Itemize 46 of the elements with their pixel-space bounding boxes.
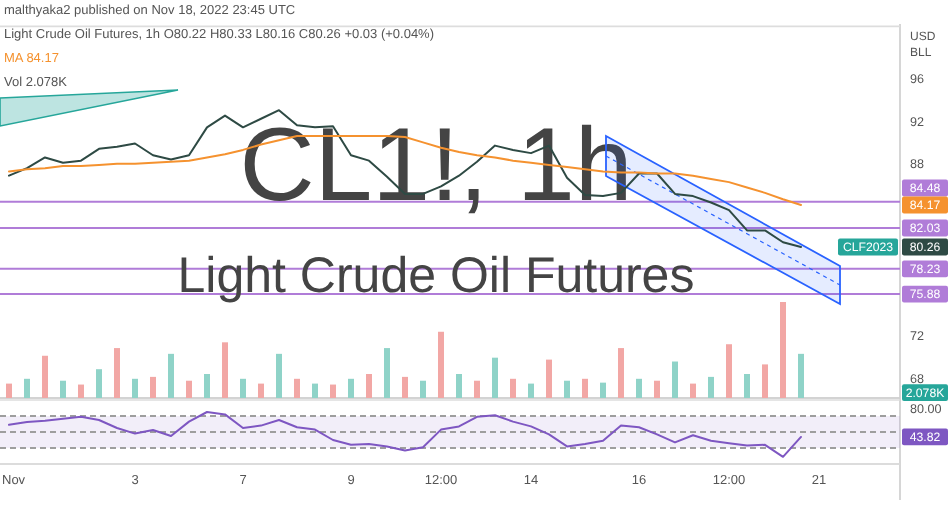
bar	[654, 380, 660, 398]
bar	[438, 331, 444, 398]
bar	[330, 384, 336, 398]
bar	[186, 380, 192, 398]
bar	[726, 344, 732, 398]
bar	[672, 361, 678, 398]
bar	[690, 383, 696, 398]
bar	[294, 378, 300, 398]
bar	[168, 353, 174, 398]
bar	[384, 348, 390, 398]
bar	[762, 364, 768, 398]
bar	[420, 380, 426, 398]
bar	[582, 378, 588, 398]
bar	[348, 378, 354, 398]
bar	[60, 380, 66, 398]
bar	[240, 378, 246, 398]
bar	[6, 383, 12, 398]
bar	[312, 383, 318, 398]
bar	[366, 374, 372, 398]
bar	[114, 348, 120, 398]
bar	[564, 380, 570, 398]
bar	[492, 357, 498, 398]
bar	[222, 342, 228, 398]
bar	[528, 383, 534, 398]
bar	[24, 378, 30, 398]
bar	[204, 374, 210, 398]
bar	[510, 378, 516, 398]
bar	[96, 369, 102, 398]
bar	[618, 348, 624, 398]
bar	[546, 359, 552, 398]
bar	[402, 376, 408, 398]
bar	[258, 383, 264, 398]
bar	[600, 382, 606, 398]
line-series	[8, 411, 802, 458]
bar	[78, 384, 84, 398]
bar	[456, 374, 462, 398]
bar	[798, 353, 804, 398]
bar	[708, 376, 714, 398]
bar	[744, 374, 750, 398]
bar	[42, 355, 48, 398]
bar	[132, 378, 138, 398]
bar	[636, 378, 642, 398]
bar	[780, 302, 786, 398]
bar	[150, 376, 156, 398]
bar	[474, 380, 480, 398]
bar	[276, 353, 282, 398]
